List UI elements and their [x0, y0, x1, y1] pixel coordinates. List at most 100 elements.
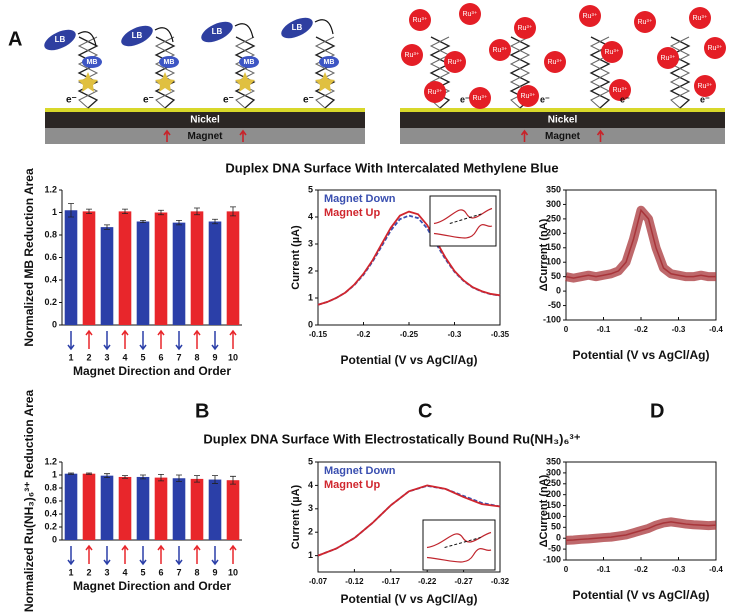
- magnet-arrow: [229, 544, 237, 564]
- ru-ion: [469, 87, 491, 109]
- bar: [118, 476, 132, 540]
- lb-label: LB: [212, 27, 223, 36]
- ru-ion: [424, 81, 446, 103]
- magnet-arrow: [121, 544, 129, 564]
- lb-molecule: [201, 21, 233, 43]
- ru-label: Ru³⁺: [583, 13, 598, 20]
- x-tick-label: 6: [158, 567, 163, 577]
- y-tick-label: 350: [546, 456, 561, 466]
- ru-ion: [401, 44, 423, 66]
- x-tick-label: -0.4: [709, 325, 723, 334]
- x-tick-label: 8: [194, 567, 199, 577]
- y-tick-label: -50: [548, 300, 561, 310]
- x-tick-label: -0.1: [597, 325, 611, 334]
- nickel-layer: [45, 112, 365, 128]
- magnet-arrow: [193, 544, 201, 564]
- y-tick-label: 1: [52, 469, 57, 479]
- error-bar: [86, 208, 92, 215]
- x-tick-label: 7: [176, 567, 181, 577]
- dna-helix: [234, 36, 256, 109]
- ru-label: Ru³⁺: [613, 87, 628, 94]
- mb-label: MB: [164, 59, 175, 66]
- ru-label: Ru³⁺: [463, 11, 478, 18]
- y-tick-label: 0: [308, 319, 313, 329]
- magnet-arrow: [520, 129, 529, 142]
- bar: [172, 478, 186, 540]
- ru-ion: [689, 7, 711, 29]
- magnet-arrow: [67, 546, 75, 566]
- legend-entry: Magnet Down: [324, 465, 396, 477]
- x-tick-label: -0.3: [672, 565, 686, 574]
- lb-label: LB: [132, 31, 143, 40]
- error-bar: [176, 219, 182, 226]
- x-axis-label: Potential (V vs AgCl/Ag): [341, 353, 478, 367]
- x-axis-label: Magnet Direction and Order: [73, 364, 231, 378]
- bar: [100, 227, 114, 325]
- y-tick-label: 300: [546, 467, 561, 477]
- magnet-arrow: [163, 129, 171, 142]
- ru-ion: [514, 17, 536, 39]
- x-tick-label: -0.2: [634, 565, 648, 574]
- error-bar: [212, 218, 218, 225]
- ru-label: Ru³⁺: [518, 25, 533, 32]
- x-tick-label: -0.15: [309, 330, 328, 339]
- legend-entry: Magnet Up: [324, 479, 381, 491]
- plot-frame: [317, 461, 501, 573]
- x-tick-label: 0: [564, 325, 569, 334]
- transfer-arrow: [77, 31, 97, 47]
- magnet-arrow: [139, 331, 147, 351]
- ru-ion: [409, 9, 431, 31]
- x-tick-label: -0.22: [418, 577, 437, 586]
- x-tick-label: -0.32: [491, 577, 510, 586]
- electron-label: e⁻: [460, 94, 470, 104]
- electron-label: e⁻: [620, 94, 630, 104]
- error-bar: [158, 209, 164, 216]
- y-axis-label: ΔCurrent (nA): [538, 218, 550, 291]
- electron-label: e⁻: [143, 95, 154, 106]
- magnet-arrow: [85, 329, 93, 349]
- magnet-arrow: [596, 129, 605, 142]
- y-tick-label: -100: [543, 314, 561, 324]
- y-tick-label: 350: [546, 184, 561, 194]
- bar: [208, 479, 222, 540]
- inset-cv: [433, 207, 493, 239]
- ru-ion: [601, 41, 623, 63]
- ru-ion: [657, 47, 679, 69]
- error-bar: [176, 474, 182, 482]
- x-tick-label: 5: [140, 567, 145, 577]
- dna-helix: [509, 36, 531, 109]
- electron-label: e⁻: [223, 95, 234, 106]
- y-tick-label: 0: [556, 285, 561, 295]
- ru-label: Ru³⁺: [638, 19, 653, 26]
- lb-molecule: [281, 17, 313, 39]
- ru-label: Ru³⁺: [708, 45, 723, 52]
- x-tick-label: 1: [68, 352, 73, 362]
- magnet-label: Magnet: [188, 131, 224, 142]
- y-tick-label: 200: [546, 489, 561, 499]
- y-tick-label: 0.6: [44, 495, 57, 505]
- magnet-arrow: [175, 546, 183, 566]
- ru-ion: [517, 85, 539, 107]
- x-tick-label: 1: [68, 567, 73, 577]
- ru-label: Ru³⁺: [413, 17, 428, 24]
- y-tick-label: 5: [308, 456, 313, 466]
- x-tick-label: 4: [122, 352, 127, 362]
- x-axis-label: Potential (V vs AgCl/Ag): [573, 588, 710, 602]
- magnet-arrow: [139, 546, 147, 566]
- y-axis-label: Current (µA): [290, 484, 302, 549]
- error-bar: [194, 207, 200, 216]
- ru-label: Ru³⁺: [661, 55, 676, 62]
- y-axis-label: Normalized MB Reduction Area: [22, 168, 36, 347]
- dna-helix: [669, 36, 691, 109]
- error-bar: [122, 475, 128, 479]
- mb-label: MB: [244, 59, 255, 66]
- x-tick-label: -0.35: [491, 330, 510, 339]
- y-tick-label: 250: [546, 478, 561, 488]
- x-tick-label: 2: [86, 567, 91, 577]
- data-line: [565, 208, 716, 279]
- mb-molecule: [159, 56, 179, 68]
- ru-ion: [694, 75, 716, 97]
- ru-label: Ru³⁺: [698, 83, 713, 90]
- x-tick-label: 4: [122, 567, 127, 577]
- x-axis-label: Potential (V vs AgCl/Ag): [341, 592, 478, 606]
